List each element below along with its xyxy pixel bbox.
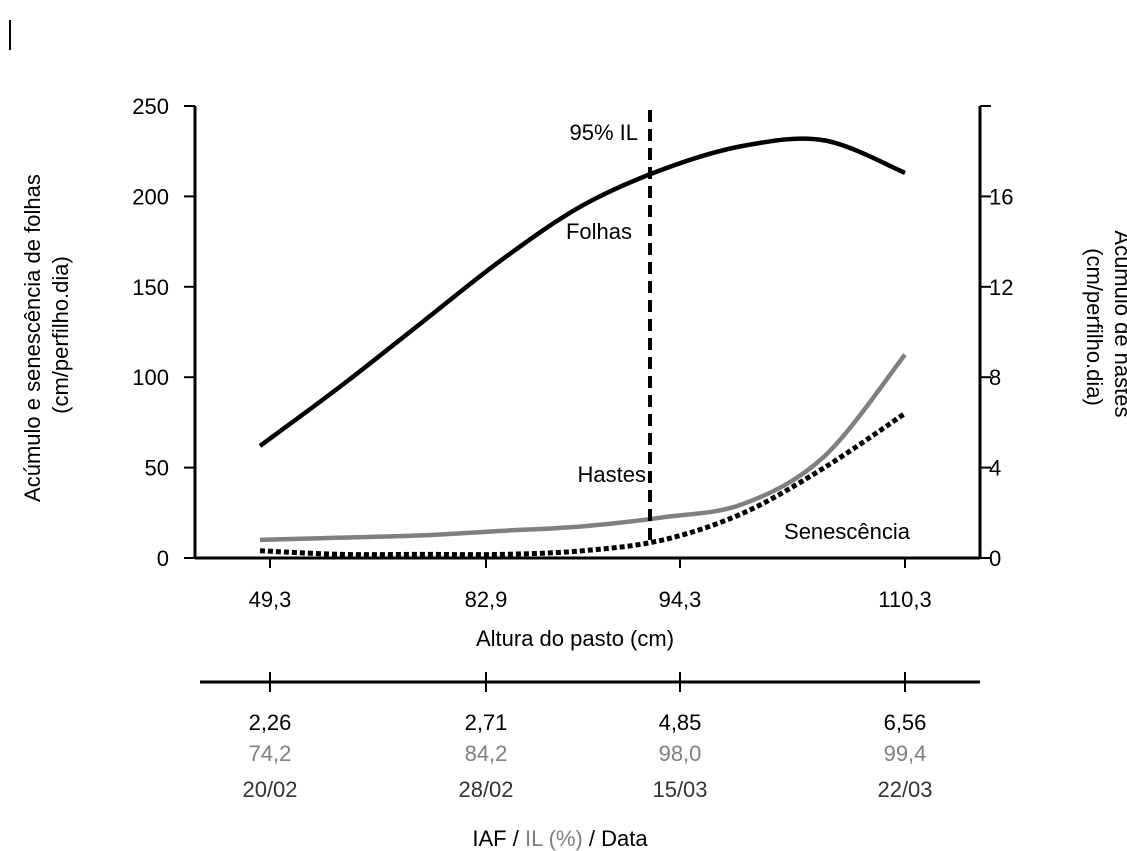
secondary-title-iaf: IAF: [472, 826, 506, 851]
labels-layer: 95% IL Folhas Hastes Senescência: [566, 120, 911, 544]
secondary-value-il: 99,4: [884, 741, 927, 766]
series-label-hastes: Hastes: [578, 462, 646, 487]
series-label-senescencia: Senescência: [784, 519, 911, 544]
left-y-tick-label: 200: [132, 184, 169, 209]
x-axis-title: Altura do pasto (cm): [476, 626, 674, 651]
series-line-senescncia: [259, 411, 907, 558]
secondary-title-data: / Data: [583, 826, 649, 851]
secondary-title-sep1: /: [507, 826, 525, 851]
x-tick-label: 110,3: [878, 587, 931, 612]
il-95-label: 95% IL: [570, 120, 639, 145]
secondary-value-il: 98,0: [659, 741, 702, 766]
secondary-value-data: 15/03: [652, 777, 707, 802]
secondary-value-il: 74,2: [249, 741, 292, 766]
secondary-value-il: 84,2: [465, 741, 508, 766]
x-tick-label: 94,3: [659, 587, 702, 612]
right-y-tick-label: 4: [989, 456, 1001, 481]
left-y-tick-label: 100: [132, 365, 169, 390]
secondary-value-data: 22/03: [877, 777, 932, 802]
right-y-tick-label: 16: [989, 184, 1013, 209]
x-tick-label: 82,9: [465, 587, 508, 612]
left-axis-title: Acúmulo e senescência de folhas (cm/perf…: [20, 168, 73, 502]
right-y-tick-label: 0: [989, 546, 1001, 571]
secondary-value-iaf: 2,26: [249, 710, 292, 735]
left-y-tick-label: 250: [132, 94, 169, 119]
secondary-value-iaf: 6,56: [884, 710, 927, 735]
secondary-value-iaf: 2,71: [465, 710, 508, 735]
secondary-value-data: 28/02: [458, 777, 513, 802]
series-layer: [258, 110, 907, 558]
secondary-value-iaf: 4,85: [659, 710, 702, 735]
left-y-tick-label: 50: [145, 456, 169, 481]
series-label-folhas: Folhas: [566, 219, 632, 244]
axes: 0 50 100 150 200 250 0 4 8 12 16 49,3 82,9 94,3 110,3: [132, 94, 1013, 612]
x-tick-label: 49,3: [249, 587, 292, 612]
right-y-tick-label: 12: [989, 275, 1013, 300]
left-y-tick-label: 0: [157, 546, 169, 571]
secondary-title-il: IL (%): [525, 826, 583, 851]
right-y-tick-label: 8: [989, 365, 1001, 390]
secondary-axis-title: IAF / IL (%) / Data: [472, 826, 648, 851]
series-line-hastes: [259, 353, 907, 543]
right-axis-title: Acúmulo de hastes (cm/perfilho.dia): [1082, 230, 1127, 423]
secondary-axis: 2,26 2,71 4,85 6,56 74,2 84,2 98,0 99,4 20/02 28/…: [200, 672, 980, 802]
secondary-value-data: 20/02: [242, 777, 297, 802]
series-line-folhas: [258, 136, 906, 448]
left-y-tick-label: 150: [132, 275, 169, 300]
